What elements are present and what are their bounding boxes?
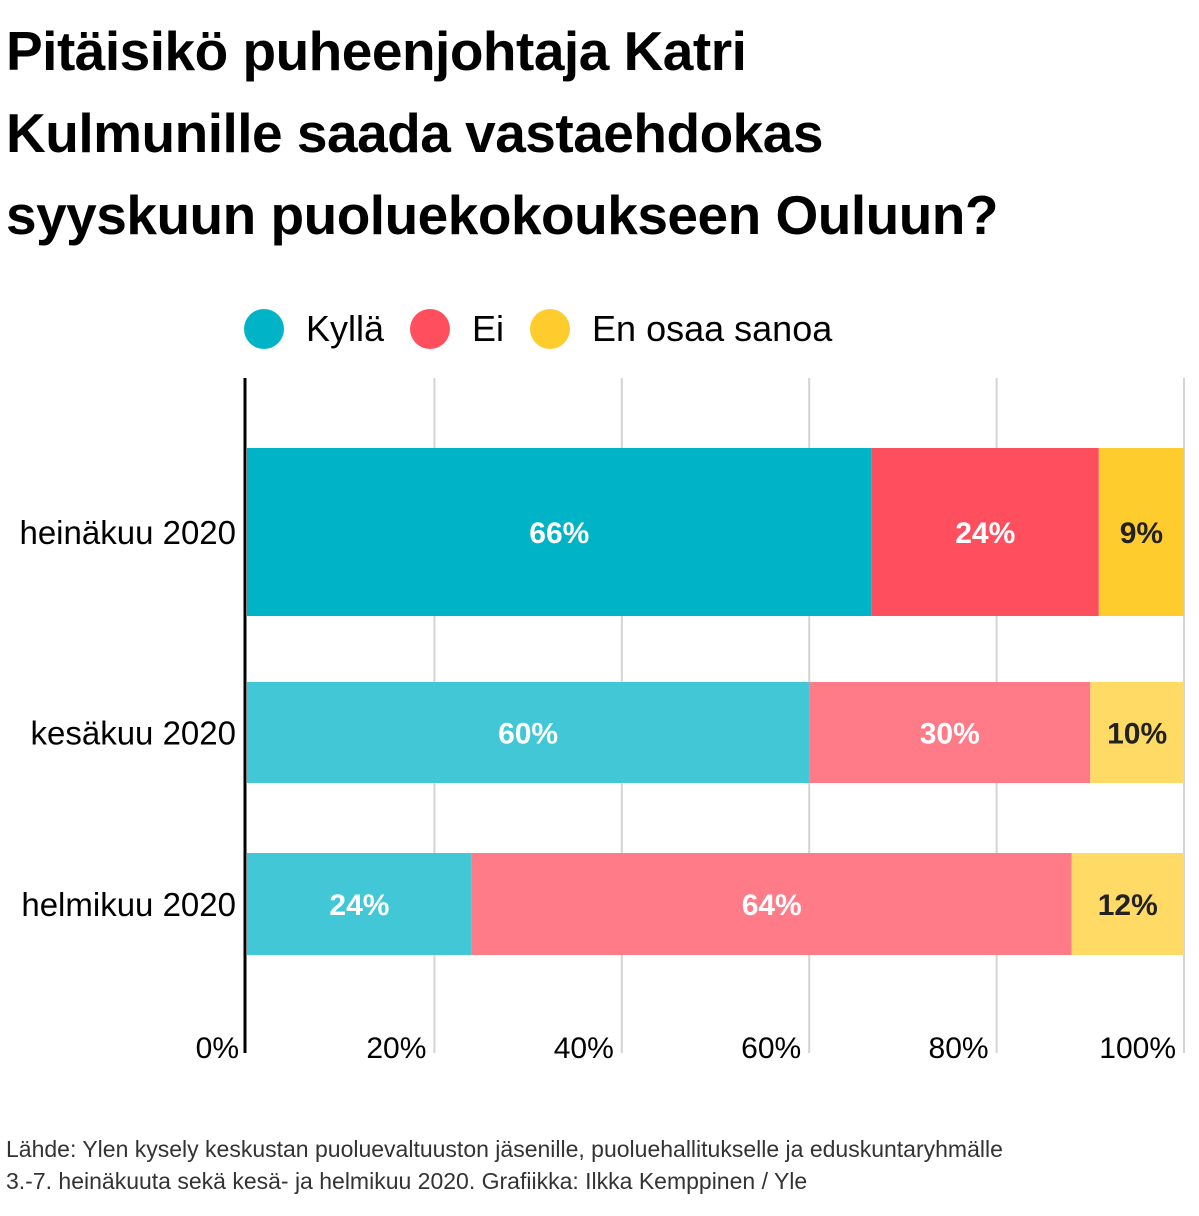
bar-segment — [1071, 853, 1184, 955]
title-line: Kulmunille saada vastaehdokas — [6, 102, 823, 164]
bar-segment — [809, 682, 1091, 783]
data-label: 10% — [1107, 718, 1167, 751]
x-tick-label: 20% — [366, 1032, 426, 1065]
source-line: Lähde: Ylen kysely keskustan puoluevaltu… — [6, 1136, 1003, 1162]
x-tick-label: 80% — [929, 1032, 989, 1065]
category-label: heinäkuu 2020 — [19, 514, 236, 551]
title-line: syyskuun puoluekokoukseen Ouluun? — [6, 184, 999, 246]
data-label: 12% — [1098, 889, 1158, 922]
legend-item-ei: Ei — [410, 308, 504, 350]
x-tick-label: 60% — [741, 1032, 801, 1065]
stacked-bar-chart: 66% 24% 9% heinäkuu 2020 60% 30% 10% kesäkuu 20… — [19, 378, 1185, 1065]
data-label: 9% — [1120, 517, 1163, 550]
bar-segment — [1090, 682, 1184, 783]
data-label: 24% — [955, 517, 1015, 550]
data-label: 66% — [529, 517, 589, 550]
x-tick-label: 100% — [1099, 1032, 1176, 1065]
bar-segment — [247, 853, 472, 955]
category-label: helmikuu 2020 — [21, 886, 236, 923]
chart-title: Pitäisikö puheenjohtaja Katri Kulmunille… — [6, 10, 1196, 256]
title-line: Pitäisikö puheenjohtaja Katri — [6, 20, 747, 82]
data-label: 60% — [498, 718, 558, 751]
category-label: kesäkuu 2020 — [31, 715, 237, 752]
source-line: 3.-7. heinäkuuta sekä kesä- ja helmikuu … — [6, 1168, 808, 1194]
legend: Kyllä Ei En osaa sanoa — [244, 306, 858, 352]
data-label: 30% — [920, 718, 980, 751]
data-label: 24% — [329, 889, 389, 922]
bar-segment — [871, 448, 1099, 616]
x-tick-label: 0% — [196, 1032, 239, 1065]
data-label: 64% — [742, 889, 802, 922]
bar-segment — [1098, 448, 1184, 616]
legend-label-kylla: Kyllä — [306, 308, 385, 349]
source-note: Lähde: Ylen kysely keskustan puoluevaltu… — [6, 1133, 1196, 1197]
legend-item-kylla: Kyllä — [244, 308, 384, 350]
x-tick-label: 40% — [554, 1032, 614, 1065]
legend-item-en-osaa-sanoa: En osaa sanoa — [530, 308, 832, 350]
bar-segment — [247, 448, 872, 616]
bar-segment — [247, 682, 810, 783]
legend-dot-en-osaa-sanoa — [530, 309, 571, 349]
legend-dot-kylla — [244, 309, 284, 349]
legend-dot-ei — [410, 309, 451, 349]
bar-segment — [471, 853, 1072, 955]
legend-label-en-osaa-sanoa: En osaa sanoa — [592, 308, 833, 349]
legend-label-ei: Ei — [472, 308, 505, 349]
